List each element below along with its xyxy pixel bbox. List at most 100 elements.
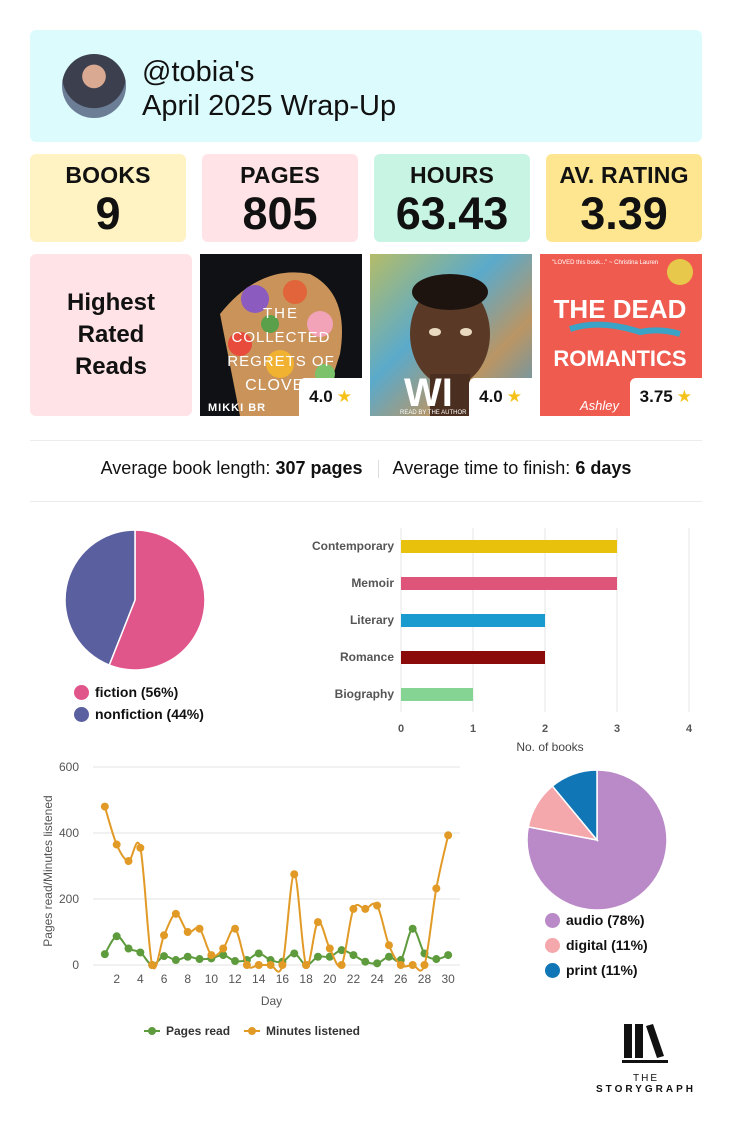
- line-ytick-label: 600: [59, 760, 79, 774]
- divider-top: [30, 440, 702, 441]
- line-point-minutes-listened[interactable]: [337, 961, 346, 969]
- line-point-minutes-listened[interactable]: [278, 961, 287, 969]
- line-point-minutes-listened[interactable]: [207, 951, 216, 960]
- line-point-minutes-listened[interactable]: [266, 961, 275, 969]
- stat-rating: AV. RATING 3.39: [546, 154, 702, 242]
- legend-nonfiction-label: nonfiction (44%): [95, 706, 204, 722]
- legend-digital-dot: [545, 937, 560, 953]
- line-point-pages-read[interactable]: [183, 952, 192, 961]
- bar-memoir[interactable]: [401, 577, 617, 590]
- legend-nonfiction-dot: [74, 706, 89, 722]
- bar-xtick-label: 2: [542, 723, 548, 735]
- line-xtick-label: 10: [205, 972, 219, 986]
- line-point-pages-read[interactable]: [384, 952, 393, 961]
- line-point-minutes-listened[interactable]: [148, 961, 157, 969]
- line-point-minutes-listened[interactable]: [112, 840, 121, 849]
- line-xtick-label: 12: [228, 972, 242, 986]
- line-point-pages-read[interactable]: [171, 956, 180, 965]
- fiction-pie-slice-0[interactable]: [108, 529, 206, 671]
- line-point-pages-read[interactable]: [432, 955, 441, 964]
- bar-category-label: Biography: [335, 687, 395, 701]
- line-point-pages-read[interactable]: [160, 952, 169, 961]
- line-point-minutes-listened[interactable]: [290, 870, 299, 879]
- genre-bar-chart: 0 1 2 3 4 Contemporary Memoir Literary Romance Bi…: [312, 528, 693, 754]
- line-point-pages-read[interactable]: [337, 946, 346, 955]
- line-point-pages-read[interactable]: [444, 951, 453, 960]
- stat-pages: PAGES 805: [202, 154, 358, 242]
- book-cover-clover[interactable]: THE COLLECTED REGRETS OF CLOVER MIKKI BR…: [200, 254, 362, 416]
- line-point-minutes-listened[interactable]: [171, 909, 180, 918]
- line-point-minutes-listened[interactable]: [349, 904, 358, 913]
- line-point-pages-read[interactable]: [195, 955, 204, 964]
- line-point-minutes-listened[interactable]: [408, 961, 417, 969]
- line-point-minutes-listened[interactable]: [219, 944, 228, 953]
- book-cover-dead-romantics[interactable]: THE DEAD ROMANTICS "LOVED this book..." …: [540, 254, 702, 416]
- svg-text:READ BY THE AUTHOR: READ BY THE AUTHOR: [400, 410, 467, 416]
- line-point-pages-read[interactable]: [313, 952, 322, 961]
- star-icon: ★: [676, 387, 692, 406]
- line-point-pages-read[interactable]: [136, 948, 145, 957]
- line-point-pages-read[interactable]: [290, 949, 299, 958]
- line-point-pages-read[interactable]: [408, 924, 417, 933]
- line-point-minutes-listened[interactable]: [444, 831, 453, 840]
- line-point-minutes-listened[interactable]: [160, 931, 169, 940]
- cover-title-clover: THE: [263, 305, 299, 322]
- stat-hours-label: HOURS: [409, 162, 495, 188]
- line-point-pages-read[interactable]: [349, 951, 358, 960]
- line-ytick-label: 0: [72, 958, 79, 972]
- line-point-minutes-listened[interactable]: [254, 961, 263, 969]
- svg-text:CLOVER: CLOVER: [245, 377, 317, 394]
- book-cover-will[interactable]: WI READ BY THE AUTHOR 4.0 ★: [370, 254, 532, 416]
- line-point-minutes-listened[interactable]: [396, 961, 405, 969]
- bar-contemporary[interactable]: [401, 540, 617, 553]
- svg-text:Ashley: Ashley: [579, 398, 621, 413]
- line-point-pages-read[interactable]: [373, 959, 382, 968]
- line-ytick-label: 200: [59, 892, 79, 906]
- page-title: April 2025 Wrap-Up: [142, 90, 397, 122]
- line-point-minutes-listened[interactable]: [373, 901, 382, 910]
- line-point-pages-read[interactable]: [112, 932, 121, 941]
- bar-biography[interactable]: [401, 688, 473, 701]
- line-point-pages-read[interactable]: [361, 957, 370, 966]
- line-point-minutes-listened[interactable]: [183, 928, 192, 936]
- fiction-pie-slice-1[interactable]: [64, 529, 136, 667]
- format-pie-slice-2[interactable]: [551, 769, 598, 843]
- line-point-minutes-listened[interactable]: [302, 961, 311, 969]
- svg-text:ROMANTICS: ROMANTICS: [553, 346, 686, 371]
- bar-xtick-label: 1: [470, 723, 476, 735]
- line-xtick-label: 14: [252, 972, 266, 986]
- line-point-minutes-listened[interactable]: [313, 918, 322, 927]
- line-point-minutes-listened[interactable]: [231, 924, 240, 933]
- rating-value: 3.75: [639, 387, 673, 406]
- fiction-pie-chart: [64, 529, 206, 671]
- stat-hours: HOURS 63.43: [374, 154, 530, 242]
- bar-romance[interactable]: [401, 651, 545, 664]
- line-point-minutes-listened[interactable]: [384, 941, 393, 950]
- line-point-pages-read[interactable]: [124, 944, 133, 953]
- line-point-minutes-listened[interactable]: [195, 924, 204, 933]
- line-point-minutes-listened[interactable]: [124, 857, 133, 866]
- stat-books-value: 9: [95, 188, 121, 239]
- line-point-minutes-listened[interactable]: [432, 884, 441, 893]
- line-point-pages-read[interactable]: [231, 957, 240, 966]
- avg-length-value: 307 pages: [275, 458, 363, 478]
- bar-category-label: Memoir: [351, 576, 394, 590]
- line-point-pages-read[interactable]: [100, 950, 109, 959]
- logo-the: THE: [633, 1073, 659, 1084]
- bar-literary[interactable]: [401, 614, 545, 627]
- line-point-minutes-listened[interactable]: [100, 802, 109, 811]
- line-point-minutes-listened[interactable]: [420, 961, 429, 969]
- line-point-minutes-listened[interactable]: [242, 961, 251, 969]
- line-point-minutes-listened[interactable]: [361, 904, 370, 913]
- line-series-minutes-listened: [103, 806, 450, 973]
- stat-rating-value: 3.39: [580, 188, 668, 239]
- line-xaxis-title: Day: [261, 994, 282, 1008]
- line-point-minutes-listened[interactable]: [136, 843, 145, 852]
- line-point-pages-read[interactable]: [254, 949, 263, 958]
- svg-text:COLLECTED: COLLECTED: [231, 329, 330, 346]
- stat-books-label: BOOKS: [65, 162, 151, 188]
- line-point-pages-read[interactable]: [219, 951, 228, 960]
- stat-pages-label: PAGES: [240, 162, 320, 188]
- line-point-minutes-listened[interactable]: [325, 944, 334, 953]
- rating-badge: 4.0 ★: [469, 378, 532, 416]
